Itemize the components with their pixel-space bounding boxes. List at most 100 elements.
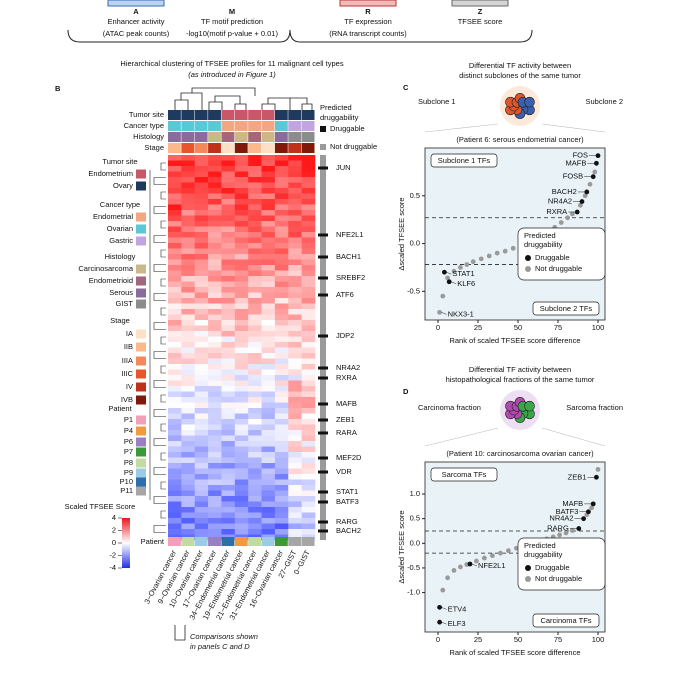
item-label: TFSEE score xyxy=(458,17,503,26)
heatmap-cell xyxy=(221,441,236,447)
heatmap-cell xyxy=(288,496,302,502)
leader xyxy=(471,563,478,567)
point xyxy=(589,505,594,511)
heatmap-cell xyxy=(194,292,209,299)
heatmap-cell xyxy=(181,468,196,475)
annotation-cell xyxy=(208,132,221,142)
heatmap-cell xyxy=(181,177,196,183)
heatmap-cell xyxy=(288,507,302,513)
heatmap-cell xyxy=(301,446,316,453)
heatmap-cell xyxy=(234,397,249,403)
legend-title: Predicted xyxy=(524,231,556,240)
legend-label: Not druggable xyxy=(330,142,377,151)
legend-swatch xyxy=(136,342,146,352)
heatmap-cell xyxy=(234,193,249,200)
heatmap-cell xyxy=(234,435,249,442)
heatmap-cell xyxy=(221,402,236,409)
heatmap-cell xyxy=(248,457,262,464)
heatmap-cell xyxy=(168,402,182,409)
heatmap-cell xyxy=(274,215,289,222)
heatmap-cell xyxy=(248,507,262,513)
heatmap-cell xyxy=(248,446,262,453)
heatmap-cell xyxy=(194,155,209,161)
heatmap-cell xyxy=(261,199,276,205)
heatmap-cell xyxy=(301,490,316,497)
heatmap-cell xyxy=(261,303,276,310)
heatmap-cell xyxy=(288,485,302,491)
heatmap-cell xyxy=(168,490,182,497)
heatmap-cell xyxy=(248,441,262,447)
heatmap-cell xyxy=(208,364,222,370)
heatmap-cell xyxy=(208,320,222,326)
heatmap-cell xyxy=(301,496,316,502)
legend-label: P11 xyxy=(120,486,133,495)
heatmap-cell xyxy=(248,468,262,475)
panel-letter: B xyxy=(55,84,61,93)
heatmap-cell xyxy=(181,303,196,310)
point xyxy=(467,561,473,567)
heatmap-cell xyxy=(208,281,222,288)
heatmap-cell xyxy=(181,507,196,513)
heatmap-cell xyxy=(301,232,316,238)
heatmap-cell xyxy=(248,281,262,288)
heatmap-cell xyxy=(248,501,262,508)
heatmap-cell xyxy=(208,287,222,293)
heatmap-cell xyxy=(181,155,196,161)
heatmap-cell xyxy=(301,320,316,326)
heatmap-cell xyxy=(234,166,249,172)
heatmap-cell xyxy=(274,254,289,260)
heatmap-cell xyxy=(168,507,182,513)
heatmap-cell xyxy=(194,358,209,365)
heatmap-cell xyxy=(248,342,262,348)
annotation-cell xyxy=(248,121,262,131)
legend-swatch xyxy=(136,236,146,246)
heatmap-cell xyxy=(274,265,289,271)
heatmap-cell xyxy=(194,160,209,167)
point xyxy=(592,169,598,175)
legend-marker xyxy=(525,266,531,272)
legend-label: Ovary xyxy=(113,181,133,190)
heatmap-cell xyxy=(181,501,196,508)
heatmap-cell xyxy=(168,479,182,486)
heatmap-cell xyxy=(301,468,316,475)
point xyxy=(451,268,457,274)
legend-marker xyxy=(525,565,531,571)
legend-label: Gastric xyxy=(109,236,133,245)
heatmap-cell xyxy=(181,292,196,299)
heatmap-cell xyxy=(288,501,302,508)
heatmap-cell xyxy=(301,380,316,387)
heatmap-cell xyxy=(301,193,316,200)
annotation-cell xyxy=(208,143,221,153)
point xyxy=(587,181,593,187)
heatmap-cell xyxy=(181,270,196,277)
chart-title: histopathological fractions of the same … xyxy=(446,375,595,384)
heatmap-cell xyxy=(194,441,209,447)
legend-swatch xyxy=(136,486,146,496)
heatmap-cell xyxy=(181,193,196,200)
annotation-cell xyxy=(221,143,235,153)
heatmap-cell xyxy=(234,331,249,337)
heatmap-cell xyxy=(261,430,276,436)
heatmap-cell xyxy=(194,221,209,227)
heatmap-cell xyxy=(288,364,302,370)
heatmap-cell xyxy=(194,188,209,194)
heatmap-cell xyxy=(261,479,276,486)
point-label: FOS xyxy=(573,151,588,160)
heatmap-cell xyxy=(234,512,249,519)
heatmap-cell xyxy=(288,226,302,233)
heatmap-cell xyxy=(194,485,209,491)
heatmap-cell xyxy=(288,523,302,530)
legend-swatch xyxy=(320,126,326,132)
heatmap-cell xyxy=(221,369,236,376)
colorbar-tick-label: 0 xyxy=(112,538,116,547)
group-label: Subclone 1 xyxy=(418,97,456,106)
annotation-cell xyxy=(234,537,248,546)
legend-label: GIST xyxy=(115,299,133,308)
heatmap-cell xyxy=(234,336,249,343)
druggable-tick xyxy=(318,470,328,474)
heatmap-cell xyxy=(261,336,276,343)
heatmap-cell xyxy=(274,259,289,266)
heatmap-cell xyxy=(181,237,196,244)
heatmap-cell xyxy=(194,193,209,200)
panel-letter: C xyxy=(403,83,409,92)
